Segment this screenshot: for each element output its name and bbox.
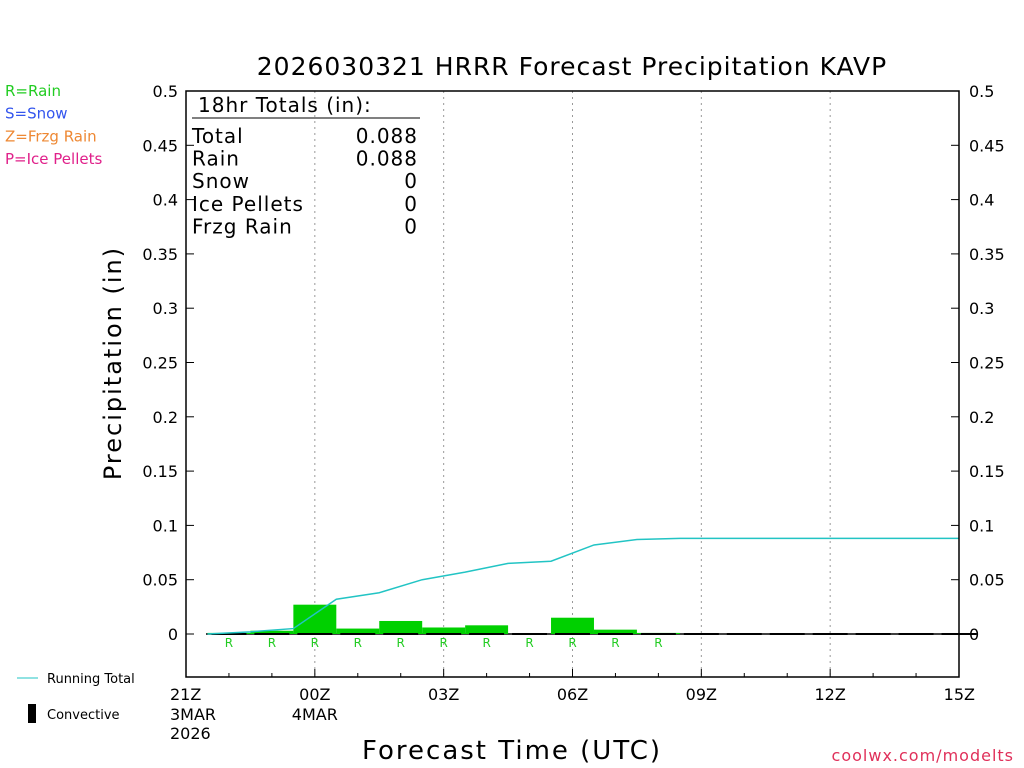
totals-header: 18hr Totals (in): <box>198 93 372 117</box>
running-total-line <box>207 537 959 635</box>
y-tick-label-right: 0.35 <box>969 245 1005 264</box>
credit-text: coolwx.com/modelts <box>832 746 1014 765</box>
y-tick-label-left: 0.45 <box>142 136 178 155</box>
rain-bar <box>336 628 380 634</box>
rain-marker: R <box>397 636 405 650</box>
rain-marker: R <box>568 636 576 650</box>
rain-marker: R <box>482 636 490 650</box>
y-tick-label-right: 0.05 <box>969 571 1005 590</box>
rain-bar <box>551 617 594 634</box>
y-tick-label-right: 0 <box>969 625 979 644</box>
y-tick-label-left: 0.4 <box>153 191 178 210</box>
y-tick-label-right: 0.5 <box>969 82 994 101</box>
rain-bar <box>593 629 637 634</box>
x-tick-label: 03Z <box>428 685 459 704</box>
y-tick-label-right: 0.2 <box>969 408 994 427</box>
rain-marker: R <box>611 636 619 650</box>
rain-marker: R <box>439 636 447 650</box>
totals-row-value: 0.088 <box>356 124 418 148</box>
totals-row-label: Snow <box>192 169 250 193</box>
x-tick-label: 06Z <box>557 685 588 704</box>
x-axis-title: Forecast Time (UTC) <box>362 736 662 766</box>
x-tick-year-label: 2026 <box>170 724 211 743</box>
x-tick-label: 12Z <box>815 685 846 704</box>
rain-bar <box>379 620 423 634</box>
y-axis-title: Precipitation (in) <box>99 246 127 480</box>
hourly-precip-bars <box>207 604 977 635</box>
y-tick-label-left: 0.25 <box>142 354 178 373</box>
rain-bar <box>250 630 294 634</box>
precip-type-legend-item: S=Snow <box>5 105 68 123</box>
totals-row-label: Frzg Rain <box>192 214 293 238</box>
convective-legend-swatch <box>28 704 36 723</box>
running-total-legend-label: Running Total <box>47 672 135 687</box>
chart-title: 2026030321 HRRR Forecast Precipitation K… <box>257 52 887 81</box>
y-tick-label-right: 0.3 <box>969 299 994 318</box>
series-legend: Running Total Convective <box>17 672 135 723</box>
precip-type-legend-item: P=Ice Pellets <box>5 150 102 168</box>
totals-row-value: 0 <box>404 192 418 216</box>
x-tick-label: 15Z <box>944 685 975 704</box>
rain-marker: R <box>311 636 319 650</box>
rain-bar <box>465 625 509 634</box>
totals-box: 18hr Totals (in): Total 0.088 Rain 0.088 Sno… <box>191 93 420 238</box>
y-tick-label-left: 0.05 <box>142 571 178 590</box>
y-tick-label-left: 0.2 <box>153 408 178 427</box>
precip-type-legend-item: Z=Frzg Rain <box>5 127 97 145</box>
precip-type-legend-item: R=Rain <box>5 82 61 100</box>
x-tick-label: 00Z <box>299 685 330 704</box>
y-tick-label-left: 0 <box>168 625 178 644</box>
y-tick-label-left: 0.5 <box>153 82 178 101</box>
x-tick-label: 09Z <box>686 685 717 704</box>
y-tick-label-left: 0.15 <box>142 462 178 481</box>
y-tick-label-right: 0.15 <box>969 462 1005 481</box>
totals-row-value: 0.088 <box>356 147 418 171</box>
totals-row-label: Rain <box>192 147 240 171</box>
y-tick-label-right: 0.4 <box>969 191 994 210</box>
rain-marker: R <box>654 636 662 650</box>
totals-row-value: 0 <box>404 169 418 193</box>
y-tick-label-left: 0.35 <box>142 245 178 264</box>
rain-marker: R <box>525 636 533 650</box>
totals-rows: Total 0.088 Rain 0.088 Snow 0 Ice Pellets 0 Frzg… <box>191 124 418 238</box>
totals-row-label: Total <box>191 124 244 148</box>
rain-marker: R <box>225 636 233 650</box>
y-axis-ticks: 0.5 0.5 0.45 0.45 0.4 0.4 0.35 0.35 0.3 0.3 0.25 0.… <box>142 82 1004 644</box>
totals-row-value: 0 <box>404 214 418 238</box>
x-tick-date-label: 3MAR <box>170 705 216 724</box>
rain-bar <box>293 604 337 634</box>
rain-marker: R <box>268 636 276 650</box>
rain-bar <box>422 627 466 634</box>
x-tick-label: 21Z <box>170 685 201 704</box>
totals-row-label: Ice Pellets <box>192 192 304 216</box>
x-tick-date-label: 4MAR <box>292 705 338 724</box>
y-tick-label-left: 0.1 <box>153 516 178 535</box>
y-tick-label-right: 0.45 <box>969 136 1005 155</box>
y-tick-label-left: 0.3 <box>153 299 178 318</box>
y-tick-label-right: 0.1 <box>969 516 994 535</box>
running-total-line-group <box>207 537 959 635</box>
precip-type-legend: R=Rain S=Snow Z=Frzg Rain P=Ice Pellets <box>5 82 102 168</box>
y-tick-label-right: 0.25 <box>969 354 1005 373</box>
convective-legend-label: Convective <box>47 708 120 723</box>
rain-marker: R <box>354 636 362 650</box>
gridlines <box>206 91 959 677</box>
